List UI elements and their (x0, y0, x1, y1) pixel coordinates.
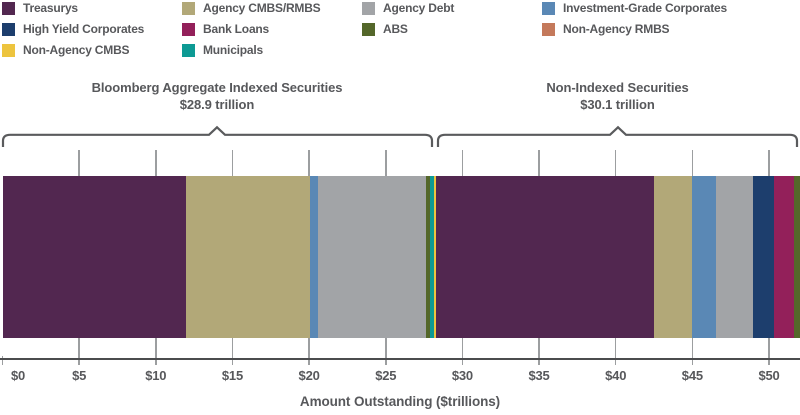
legend-swatch-abs (362, 22, 375, 36)
legend-label-abs: ABS (383, 22, 408, 36)
x-tick-label--45: $45 (681, 368, 703, 383)
legend-item-abs: ABS (362, 22, 408, 36)
legend-item-agency-cmbs-rmbs: Agency CMBS/RMBS (182, 1, 321, 15)
legend-swatch-municipals (182, 43, 195, 57)
annotation-indexed-total: $28.9 trillion (179, 97, 255, 112)
x-tick-label--25: $25 (375, 368, 397, 383)
legend-item-investment-grade-corporates: Investment-Grade Corporates (542, 1, 727, 15)
bar-segment-agency-cmbs-rmbs-indexed (186, 176, 310, 338)
bar-segment-investment-grade-corporates-nonindexed (692, 176, 717, 338)
bar-segment-treasurys-nonindexed (436, 176, 654, 338)
legend-swatch-investment-grade-corporates (542, 1, 555, 15)
x-tick-label--35: $35 (528, 368, 550, 383)
bar-segment-investment-grade-corporates-indexed (309, 176, 318, 338)
legend-swatch-agency-debt (362, 1, 375, 15)
legend-label-high-yield-corporates: High Yield Corporates (23, 22, 145, 36)
bar-segment-high-yield-corporates-nonindexed (752, 176, 774, 338)
x-tick-label--30: $30 (451, 368, 473, 383)
legend-label-agency-cmbs-rmbs: Agency CMBS/RMBS (203, 1, 321, 15)
bar-segment-treasurys-indexed (2, 176, 187, 338)
legend-swatch-high-yield-corporates (2, 22, 15, 36)
legend-item-treasurys: Treasurys (2, 1, 78, 15)
x-tick-label--40: $40 (605, 368, 627, 383)
legend-label-agency-debt: Agency Debt (383, 1, 455, 15)
legend-item-bank-loans: Bank Loans (182, 22, 269, 36)
x-tick-label--20: $20 (298, 368, 320, 383)
x-axis-title: Amount Outstanding ($trillions) (299, 394, 501, 409)
legend-item-non-agency-rmbs: Non-Agency RMBS (542, 22, 670, 36)
annotation-indexed-securities: Bloomberg Aggregate Indexed Securities $… (0, 79, 434, 113)
bar-segment-agency-debt-nonindexed (716, 176, 753, 338)
legend-label-treasurys: Treasurys (23, 1, 78, 15)
legend-item-municipals: Municipals (182, 43, 263, 57)
annotation-indexed-title: Bloomberg Aggregate Indexed Securities (91, 80, 343, 95)
bar-segment-bank-loans-nonindexed (773, 176, 794, 338)
brace-left (1, 125, 434, 147)
legend-label-non-agency-rmbs: Non-Agency RMBS (563, 22, 670, 36)
bar-segment-municipals-indexed (429, 176, 434, 338)
x-tick-label--0: $0 (10, 368, 26, 383)
bar-segment-non-agency-cmbs-indexed (433, 176, 437, 338)
legend-label-municipals: Municipals (203, 43, 264, 57)
legend-swatch-treasurys (2, 1, 15, 15)
gridline--0 (1, 356, 4, 365)
annotation-nonindexed-securities: Non-Indexed Securities $30.1 trillion (437, 79, 798, 113)
bar-segment-agency-debt-indexed (317, 176, 426, 338)
legend-swatch-non-agency-rmbs (542, 22, 555, 36)
legend-swatch-non-agency-cmbs (2, 43, 15, 57)
x-tick-label--50: $50 (758, 368, 780, 383)
legend-label-investment-grade-corporates: Investment-Grade Corporates (563, 1, 727, 15)
annotation-nonindexed-title: Non-Indexed Securities (546, 80, 689, 95)
x-tick-label--15: $15 (221, 368, 243, 383)
legend-swatch-bank-loans (182, 22, 195, 36)
bar-segment-abs-indexed (425, 176, 430, 338)
bar-segment-abs-nonindexed (793, 176, 800, 338)
legend-item-high-yield-corporates: High Yield Corporates (2, 22, 144, 36)
x-tick-label--10: $10 (145, 368, 167, 383)
legend-item-non-agency-cmbs: Non-Agency CMBS (2, 43, 130, 57)
bar-segment-agency-cmbs-rmbs-nonindexed (654, 176, 693, 338)
legend-label-non-agency-cmbs: Non-Agency CMBS (23, 43, 130, 57)
legend-swatch-agency-cmbs-rmbs (182, 1, 195, 15)
annotation-nonindexed-total: $30.1 trillion (580, 97, 655, 112)
brace-right (436, 125, 799, 147)
x-tick-label--5: $5 (72, 368, 87, 383)
legend-label-bank-loans: Bank Loans (203, 22, 270, 36)
x-axis-line (0, 357, 800, 360)
legend-item-agency-debt: Agency Debt (362, 1, 454, 15)
